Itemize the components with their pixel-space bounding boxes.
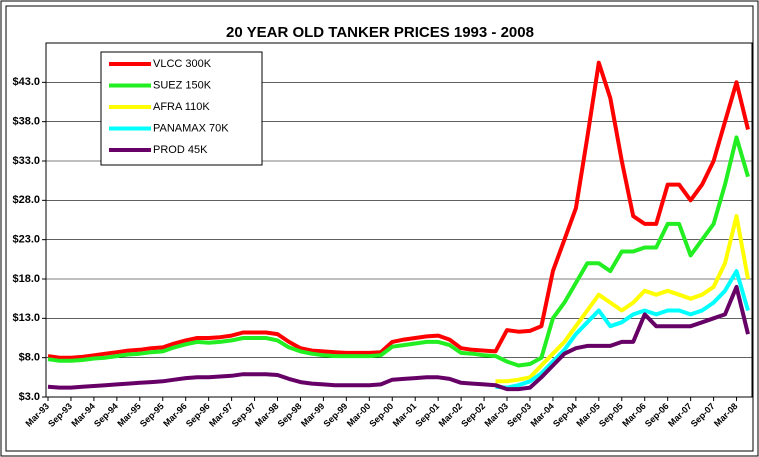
legend-label: PROD 45K <box>153 144 208 156</box>
y-tick-label: $33.0 <box>12 155 40 167</box>
chart-title: 20 YEAR OLD TANKER PRICES 1993 - 2008 <box>226 24 534 41</box>
legend-label: AFRA 110K <box>153 101 210 113</box>
series-line <box>495 269 750 390</box>
y-tick-label: $13.0 <box>12 312 40 324</box>
y-tick-label: $3.0 <box>19 391 40 403</box>
series-line <box>495 214 750 384</box>
legend-label: SUEZ 150K <box>153 79 212 91</box>
series-line <box>47 284 750 392</box>
y-tick-label: $43.0 <box>12 76 40 88</box>
series-line <box>47 60 750 360</box>
y-tick-label: $18.0 <box>12 273 40 285</box>
inner-frame <box>5 5 754 452</box>
y-tick-label: $38.0 <box>12 116 40 128</box>
legend-label: VLCC 300K <box>153 58 212 70</box>
y-tick-label: $23.0 <box>12 234 40 246</box>
legend-label: PANAMAX 70K <box>153 122 229 134</box>
y-tick-label: $28.0 <box>12 194 40 206</box>
y-tick-label: $8.0 <box>19 352 40 364</box>
series-line <box>47 135 750 368</box>
